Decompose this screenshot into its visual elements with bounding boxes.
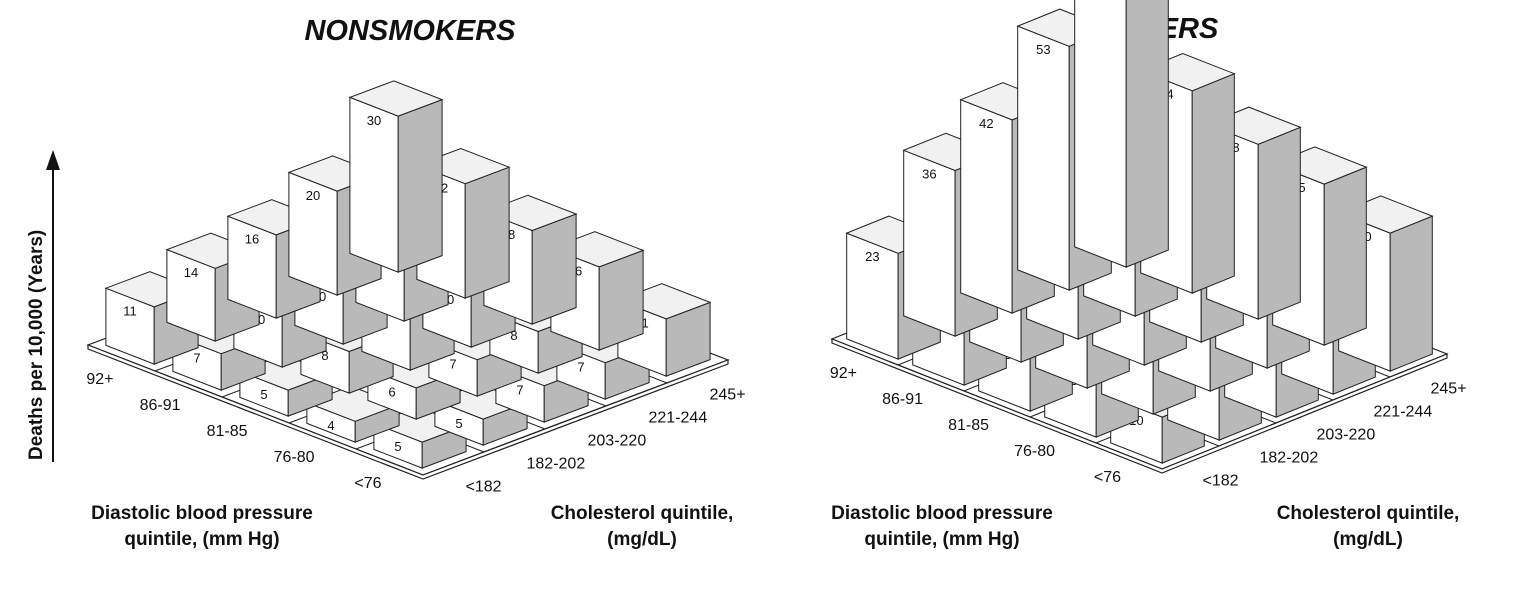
y-axis: Deaths per 10,000 (Years) — [26, 150, 60, 462]
nonsmokers-chol-tick-label: <182 — [466, 479, 502, 496]
smokers-bar-side-face — [1389, 215, 1433, 372]
nonsmokers-chol-tick-label: 203-220 — [588, 433, 647, 450]
nonsmokers-bar-value-label: 7 — [193, 350, 200, 365]
nonsmokers-bp-axis-label-line2: quintile, (mm Hg) — [124, 529, 279, 550]
nonsmokers-chol-tick-label: 245+ — [710, 387, 746, 404]
nonsmokers-bp-tick-label: <76 — [354, 475, 381, 492]
nonsmokers-bar-value-label: 14 — [184, 265, 198, 280]
nonsmokers-bar-side-face — [397, 98, 443, 273]
nonsmokers-bar-value-label: 5 — [260, 387, 267, 402]
smokers-bar-front-face — [1017, 25, 1070, 291]
nonsmokers-bar-value-label: 30 — [367, 113, 381, 128]
nonsmokers-bar-value-label: 5 — [394, 439, 401, 454]
nonsmokers-chol-axis-label-line1: Cholesterol quintile, — [551, 503, 734, 524]
nonsmokers-bar-side-face — [598, 249, 644, 351]
nonsmokers-bp-axis-label-line1: Diastolic blood pressure — [91, 503, 313, 524]
nonsmokers-bar-value-label: 11 — [123, 304, 137, 319]
smokers-panel: SMOKERS 10151315151322191517302623232335… — [830, 0, 1467, 550]
nonsmokers-chol-axis-label-line2: (mg/dL) — [607, 529, 677, 550]
nonsmokers-bar: 30 — [348, 80, 444, 273]
smokers-bar-front-face — [960, 98, 1013, 314]
nonsmokers-bar-value-label: 8 — [321, 348, 328, 363]
smokers-chol-tick-label: 182-202 — [1260, 450, 1319, 467]
smokers-bp-tick-label: 92+ — [830, 365, 857, 382]
nonsmokers-bar-value-label: 20 — [306, 188, 320, 203]
smokers-bars: 1015131515132219151730262323233526333638… — [845, 0, 1434, 464]
smokers-bar-side-face — [1257, 126, 1301, 320]
smokers-bar-side-face — [1125, 0, 1169, 268]
nonsmokers-bar-value-label: 6 — [388, 385, 395, 400]
nonsmokers-bar-side-face — [531, 213, 577, 325]
nonsmokers-bp-tick-label: 92+ — [86, 371, 113, 388]
nonsmokers-bar-value-label: 8 — [510, 328, 517, 343]
nonsmokers-bp-tick-label: 86-91 — [140, 397, 181, 414]
smokers-bp-axis-label-line1: Diastolic blood pressure — [831, 503, 1053, 524]
nonsmokers-bar-value-label: 5 — [455, 416, 462, 431]
smokers-bar-value-label: 36 — [922, 166, 936, 181]
nonsmokers-bar-value-label: 7 — [449, 356, 456, 371]
nonsmokers-bar-value-label: 7 — [516, 382, 523, 397]
nonsmokers-panel: NONSMOKERS 55476577871181310111610101418… — [86, 15, 746, 550]
smokers-chol-tick-label: 203-220 — [1317, 427, 1376, 444]
smokers-bar-value-label: 60 — [1093, 0, 1107, 2]
nonsmokers-bar-top-face — [348, 80, 444, 117]
nonsmokers-chol-tick-label: 182-202 — [527, 456, 586, 473]
nonsmokers-bar-value-label: 16 — [245, 232, 259, 247]
smokers-bar-side-face — [1191, 72, 1235, 294]
smokers-bp-tick-label: 81-85 — [948, 417, 989, 434]
smokers-bar-value-label: 42 — [979, 116, 993, 131]
nonsmokers-bars: 554765778711813101116101014181316222030 — [104, 80, 712, 469]
smokers-chol-axis-label-line1: Cholesterol quintile, — [1277, 503, 1460, 524]
nonsmokers-bar-side-face — [464, 166, 510, 299]
y-axis-label: Deaths per 10,000 (Years) — [26, 230, 47, 460]
smokers-bp-tick-label: 76-80 — [1014, 443, 1055, 460]
nonsmokers-bp-tick-label: 76-80 — [274, 449, 315, 466]
nonsmokers-bp-tick-label: 81-85 — [207, 423, 248, 440]
smokers-bar-front-face — [1074, 0, 1127, 268]
smokers-tick-labels: 92+ 86-91 81-85 76-80 <76 <182 182-202 203-220 2… — [830, 365, 1467, 490]
nonsmokers-chol-tick-label: 221-244 — [649, 410, 708, 427]
smokers-bar-value-label: 23 — [865, 249, 879, 264]
nonsmokers-floor-edge — [87, 344, 729, 480]
smokers-bar-value-label: 53 — [1036, 42, 1050, 57]
smokers-chol-tick-label: <182 — [1203, 473, 1239, 490]
smokers-bp-axis-label-line2: quintile, (mm Hg) — [864, 529, 1019, 550]
smokers-chol-tick-label: 221-244 — [1374, 404, 1433, 421]
smokers-chol-axis-label-line2: (mg/dL) — [1333, 529, 1403, 550]
smokers-bp-tick-label: <76 — [1094, 469, 1121, 486]
nonsmokers-bar-value-label: 4 — [327, 418, 334, 433]
nonsmokers-bar-value-label: 7 — [577, 359, 584, 374]
smokers-floor-edge — [831, 338, 1448, 474]
y-axis-arrowhead — [46, 150, 60, 170]
smokers-bar-side-face — [1323, 166, 1367, 346]
smokers-bar: 60 — [1074, 0, 1169, 268]
nonsmokers-title: NONSMOKERS — [304, 15, 516, 47]
smokers-chol-tick-label: 245+ — [1431, 381, 1467, 398]
smokers-bp-tick-label: 86-91 — [882, 391, 923, 408]
